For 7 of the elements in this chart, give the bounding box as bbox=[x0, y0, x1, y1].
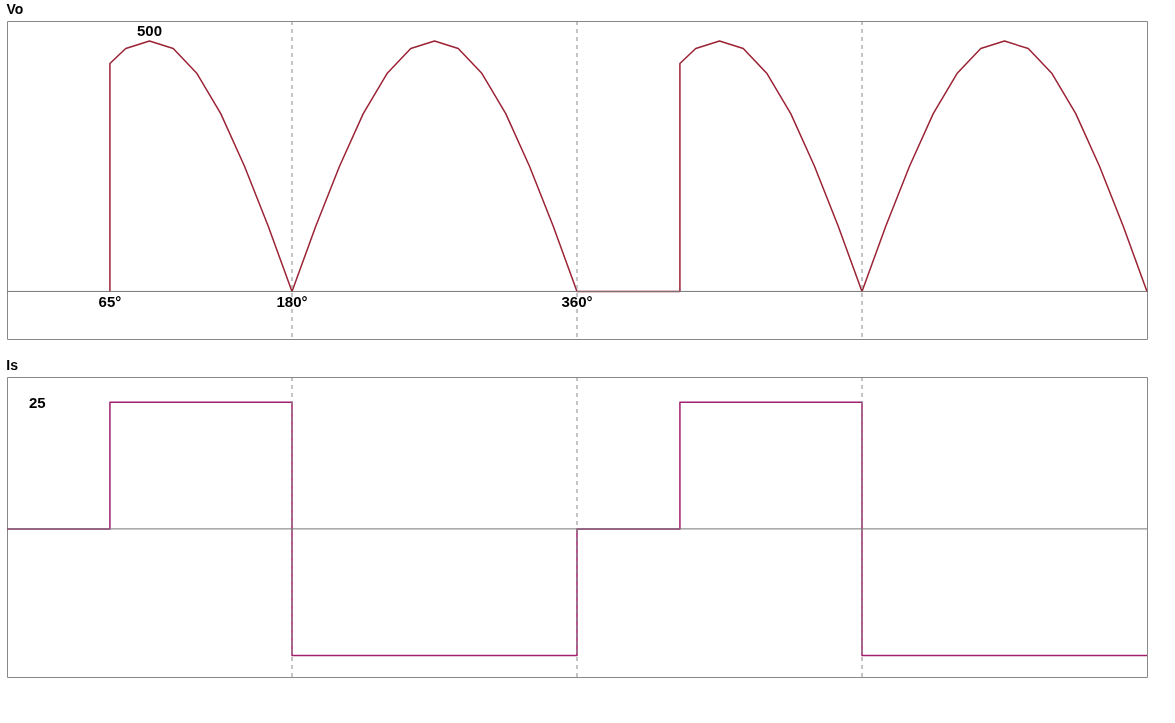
annotation: 500 bbox=[136, 22, 163, 40]
x-tick-label: 65° bbox=[98, 293, 122, 311]
x-tick-label: 360° bbox=[561, 293, 593, 311]
chart-title: Vo bbox=[6, 0, 24, 17]
annotation: 25 bbox=[29, 394, 46, 411]
x-tick-label: 180° bbox=[276, 293, 308, 311]
chart-title: Is bbox=[6, 356, 19, 373]
